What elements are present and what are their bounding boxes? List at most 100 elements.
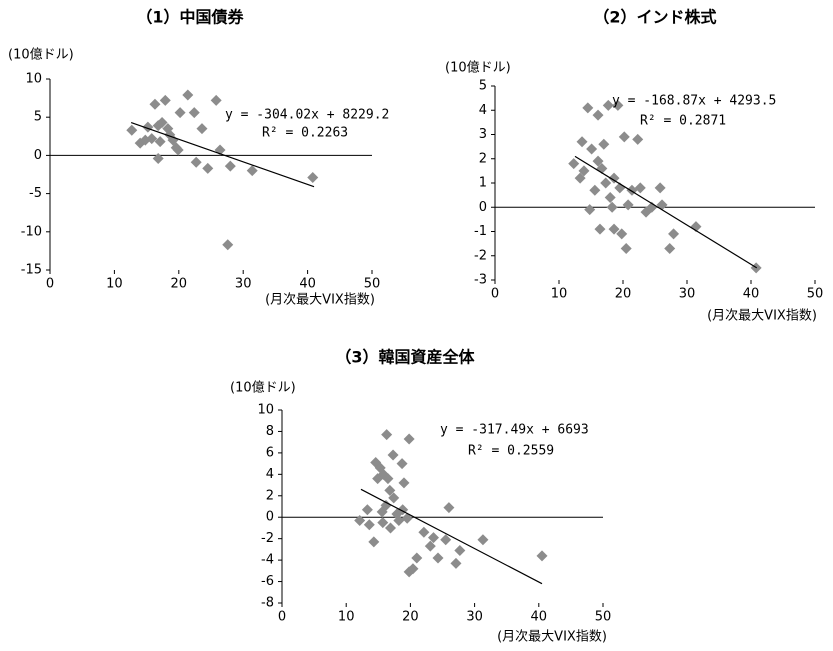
data-point	[380, 499, 392, 511]
data-point	[443, 502, 455, 514]
x-axis-label: (月次最大VIX指数)	[265, 292, 375, 308]
data-point	[600, 177, 612, 189]
y-tick-label: -15	[21, 263, 42, 278]
data-point	[210, 94, 222, 106]
x-tick-label: 20	[402, 610, 419, 625]
data-point	[612, 99, 624, 111]
x-tick-label: 0	[491, 287, 499, 302]
data-point	[598, 138, 610, 150]
data-point	[608, 223, 620, 235]
data-point	[578, 165, 590, 177]
data-point	[388, 492, 400, 504]
y-tick-label: -4	[261, 553, 274, 568]
data-point	[428, 532, 440, 544]
data-point	[354, 514, 366, 526]
data-point	[182, 89, 194, 101]
data-point	[584, 204, 596, 216]
x-tick-label: 40	[743, 287, 760, 302]
data-point	[664, 242, 676, 254]
x-tick-label: 0	[46, 277, 54, 292]
chart-title: （1）中国債券	[136, 8, 244, 27]
y-tick-label: -5	[29, 186, 42, 201]
trend-line	[130, 121, 315, 188]
data-point	[387, 449, 399, 461]
data-point	[592, 109, 604, 121]
data-point	[381, 429, 393, 441]
y-tick-label: 10	[257, 403, 274, 418]
data-point	[576, 136, 588, 148]
y-tick-label: -6	[261, 574, 274, 589]
data-point	[424, 540, 436, 552]
x-tick-label: 0	[278, 610, 286, 625]
x-tick-label: 30	[235, 277, 252, 292]
data-point	[668, 228, 680, 240]
x-tick-label: 20	[615, 287, 632, 302]
x-tick-label: 40	[531, 610, 548, 625]
data-point	[594, 223, 606, 235]
data-point	[440, 534, 452, 546]
chart-title: （2）インド株式	[593, 8, 716, 27]
r-squared: R² = 0.2871	[640, 114, 726, 129]
data-point	[477, 534, 489, 546]
data-point	[411, 552, 423, 564]
y-tick-label: 0	[34, 148, 42, 163]
r-squared: R² = 0.2559	[468, 444, 554, 459]
data-point	[224, 160, 236, 172]
data-point	[159, 94, 171, 106]
y-tick-label: 5	[34, 110, 42, 125]
trend-equation: y = -168.87x + 4293.5	[612, 94, 776, 109]
data-point	[632, 133, 644, 145]
data-point	[602, 99, 614, 111]
data-point	[403, 433, 415, 445]
data-point	[608, 172, 620, 184]
trend-line	[360, 488, 543, 585]
y-tick-label: 3	[479, 127, 487, 142]
data-point	[202, 162, 214, 174]
y-tick-label: 5	[479, 79, 487, 94]
data-point	[222, 239, 234, 251]
r-squared: R² = 0.2263	[262, 126, 348, 141]
data-point	[568, 158, 580, 170]
y-tick-label: -2	[261, 531, 274, 546]
x-tick-label: 30	[679, 287, 696, 302]
x-tick-label: 50	[807, 287, 824, 302]
y-tick-label: 2	[266, 488, 274, 503]
x-tick-label: 30	[466, 610, 483, 625]
trend-equation: y = -317.49x + 6693	[440, 423, 589, 438]
x-tick-label: 20	[171, 277, 188, 292]
data-point	[172, 144, 184, 156]
data-point	[536, 550, 548, 562]
data-point	[654, 182, 666, 194]
data-point	[418, 526, 430, 538]
data-point	[606, 201, 618, 213]
data-point	[396, 458, 408, 470]
data-point	[454, 544, 466, 556]
data-point	[450, 557, 462, 569]
x-tick-label: 50	[364, 277, 381, 292]
y-unit: (10億ドル)	[445, 60, 511, 76]
x-tick-label: 10	[106, 277, 123, 292]
data-point	[574, 172, 586, 184]
x-axis-label: (月次最大VIX指数)	[707, 308, 817, 324]
data-point	[377, 517, 389, 529]
data-point	[618, 131, 630, 143]
y-tick-label: -10	[21, 224, 42, 239]
data-point	[188, 107, 200, 119]
x-tick-label: 40	[299, 277, 316, 292]
y-tick-label: 1	[479, 176, 487, 191]
data-point	[246, 165, 258, 177]
data-point	[154, 136, 166, 148]
x-tick-label: 10	[551, 287, 568, 302]
data-point	[307, 172, 319, 184]
trend-line	[574, 155, 758, 269]
data-point	[616, 228, 628, 240]
y-tick-label: 8	[266, 424, 274, 439]
y-tick-label: 4	[479, 103, 487, 118]
data-point	[196, 123, 208, 135]
data-point	[634, 182, 646, 194]
data-point	[363, 519, 375, 531]
data-point	[174, 107, 186, 119]
data-point	[622, 199, 634, 211]
data-point	[384, 522, 396, 534]
